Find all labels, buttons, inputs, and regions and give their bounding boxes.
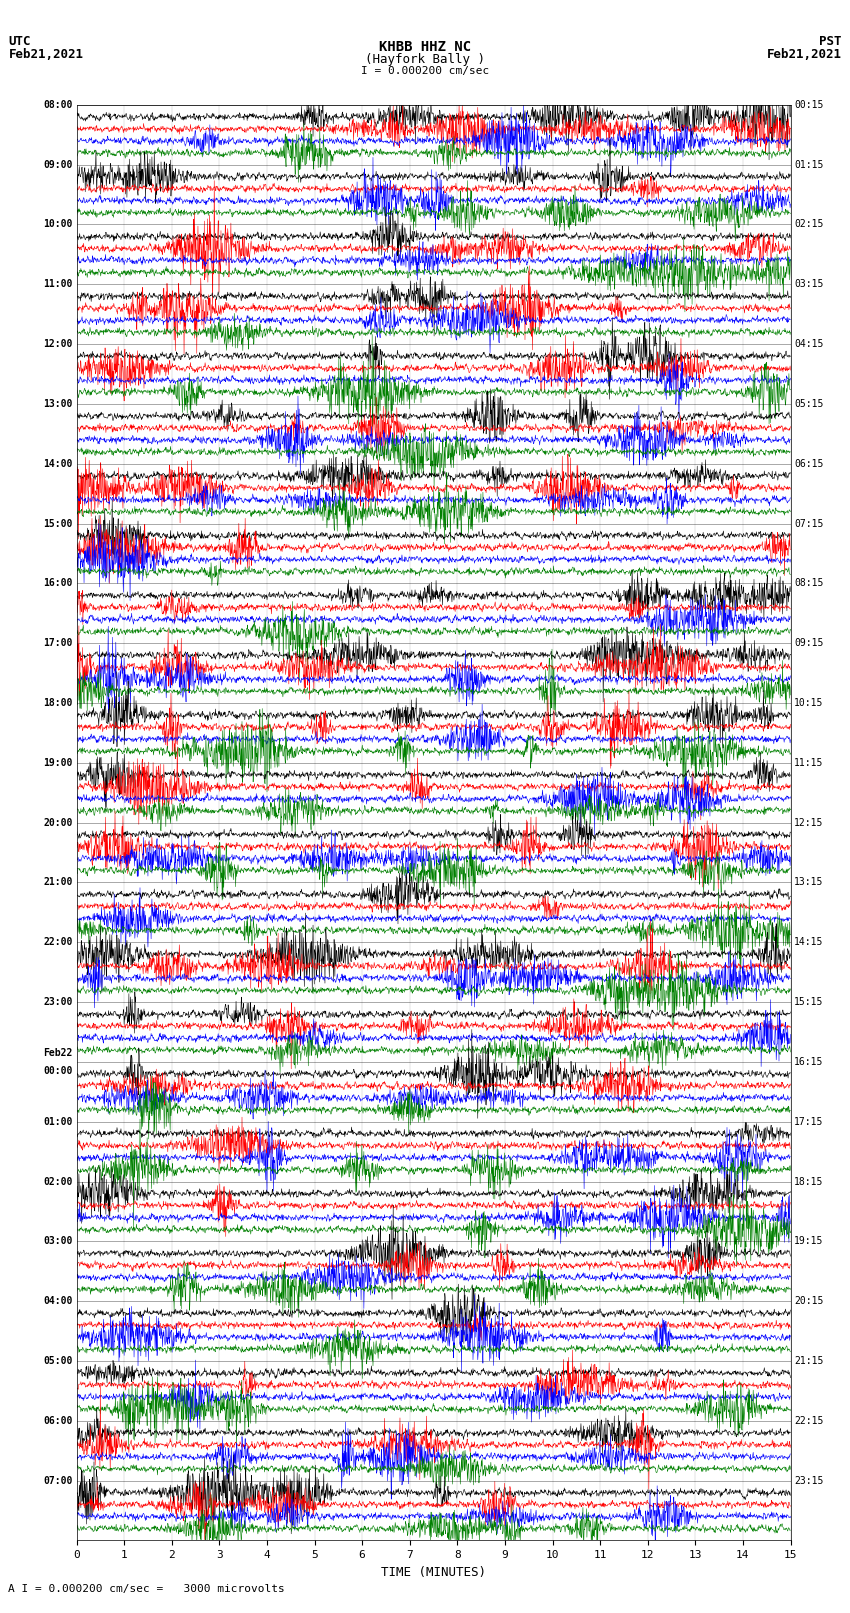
Text: 06:00: 06:00	[43, 1416, 73, 1426]
Text: Feb21,2021: Feb21,2021	[8, 48, 83, 61]
Text: 21:00: 21:00	[43, 877, 73, 887]
Text: 03:15: 03:15	[794, 279, 824, 289]
Text: PST: PST	[819, 35, 842, 48]
Text: 04:00: 04:00	[43, 1297, 73, 1307]
Text: 18:15: 18:15	[794, 1176, 824, 1187]
Text: 01:15: 01:15	[794, 160, 824, 169]
Text: 05:15: 05:15	[794, 398, 824, 410]
Text: 09:00: 09:00	[43, 160, 73, 169]
Text: 20:00: 20:00	[43, 818, 73, 827]
Text: 11:00: 11:00	[43, 279, 73, 289]
Text: 07:00: 07:00	[43, 1476, 73, 1486]
Text: 12:00: 12:00	[43, 339, 73, 348]
Text: 20:15: 20:15	[794, 1297, 824, 1307]
Text: 05:00: 05:00	[43, 1357, 73, 1366]
Text: 01:00: 01:00	[43, 1116, 73, 1127]
Text: 13:15: 13:15	[794, 877, 824, 887]
Text: A I = 0.000200 cm/sec =   3000 microvolts: A I = 0.000200 cm/sec = 3000 microvolts	[8, 1584, 286, 1594]
Text: 21:15: 21:15	[794, 1357, 824, 1366]
Text: 03:00: 03:00	[43, 1236, 73, 1247]
Text: 15:15: 15:15	[794, 997, 824, 1007]
X-axis label: TIME (MINUTES): TIME (MINUTES)	[381, 1566, 486, 1579]
Text: KHBB HHZ NC: KHBB HHZ NC	[379, 40, 471, 55]
Text: 16:00: 16:00	[43, 579, 73, 589]
Text: Feb21,2021: Feb21,2021	[767, 48, 842, 61]
Text: 10:00: 10:00	[43, 219, 73, 229]
Text: 09:15: 09:15	[794, 639, 824, 648]
Text: 23:00: 23:00	[43, 997, 73, 1007]
Text: 17:15: 17:15	[794, 1116, 824, 1127]
Text: (Hayfork Bally ): (Hayfork Bally )	[365, 53, 485, 66]
Text: 18:00: 18:00	[43, 698, 73, 708]
Text: 14:00: 14:00	[43, 458, 73, 469]
Text: 08:15: 08:15	[794, 579, 824, 589]
Text: 15:00: 15:00	[43, 518, 73, 529]
Text: 19:15: 19:15	[794, 1236, 824, 1247]
Text: 23:15: 23:15	[794, 1476, 824, 1486]
Text: 06:15: 06:15	[794, 458, 824, 469]
Text: 07:15: 07:15	[794, 518, 824, 529]
Text: 13:00: 13:00	[43, 398, 73, 410]
Text: Feb22: Feb22	[43, 1047, 73, 1058]
Text: 00:15: 00:15	[794, 100, 824, 110]
Text: 19:00: 19:00	[43, 758, 73, 768]
Text: 08:00: 08:00	[43, 100, 73, 110]
Text: 10:15: 10:15	[794, 698, 824, 708]
Text: I = 0.000200 cm/sec: I = 0.000200 cm/sec	[361, 66, 489, 76]
Text: 22:15: 22:15	[794, 1416, 824, 1426]
Text: 16:15: 16:15	[794, 1057, 824, 1066]
Text: UTC: UTC	[8, 35, 31, 48]
Text: 02:15: 02:15	[794, 219, 824, 229]
Text: 12:15: 12:15	[794, 818, 824, 827]
Text: 00:00: 00:00	[43, 1066, 73, 1076]
Text: 14:15: 14:15	[794, 937, 824, 947]
Text: 17:00: 17:00	[43, 639, 73, 648]
Text: 02:00: 02:00	[43, 1176, 73, 1187]
Text: 04:15: 04:15	[794, 339, 824, 348]
Text: 22:00: 22:00	[43, 937, 73, 947]
Text: 11:15: 11:15	[794, 758, 824, 768]
